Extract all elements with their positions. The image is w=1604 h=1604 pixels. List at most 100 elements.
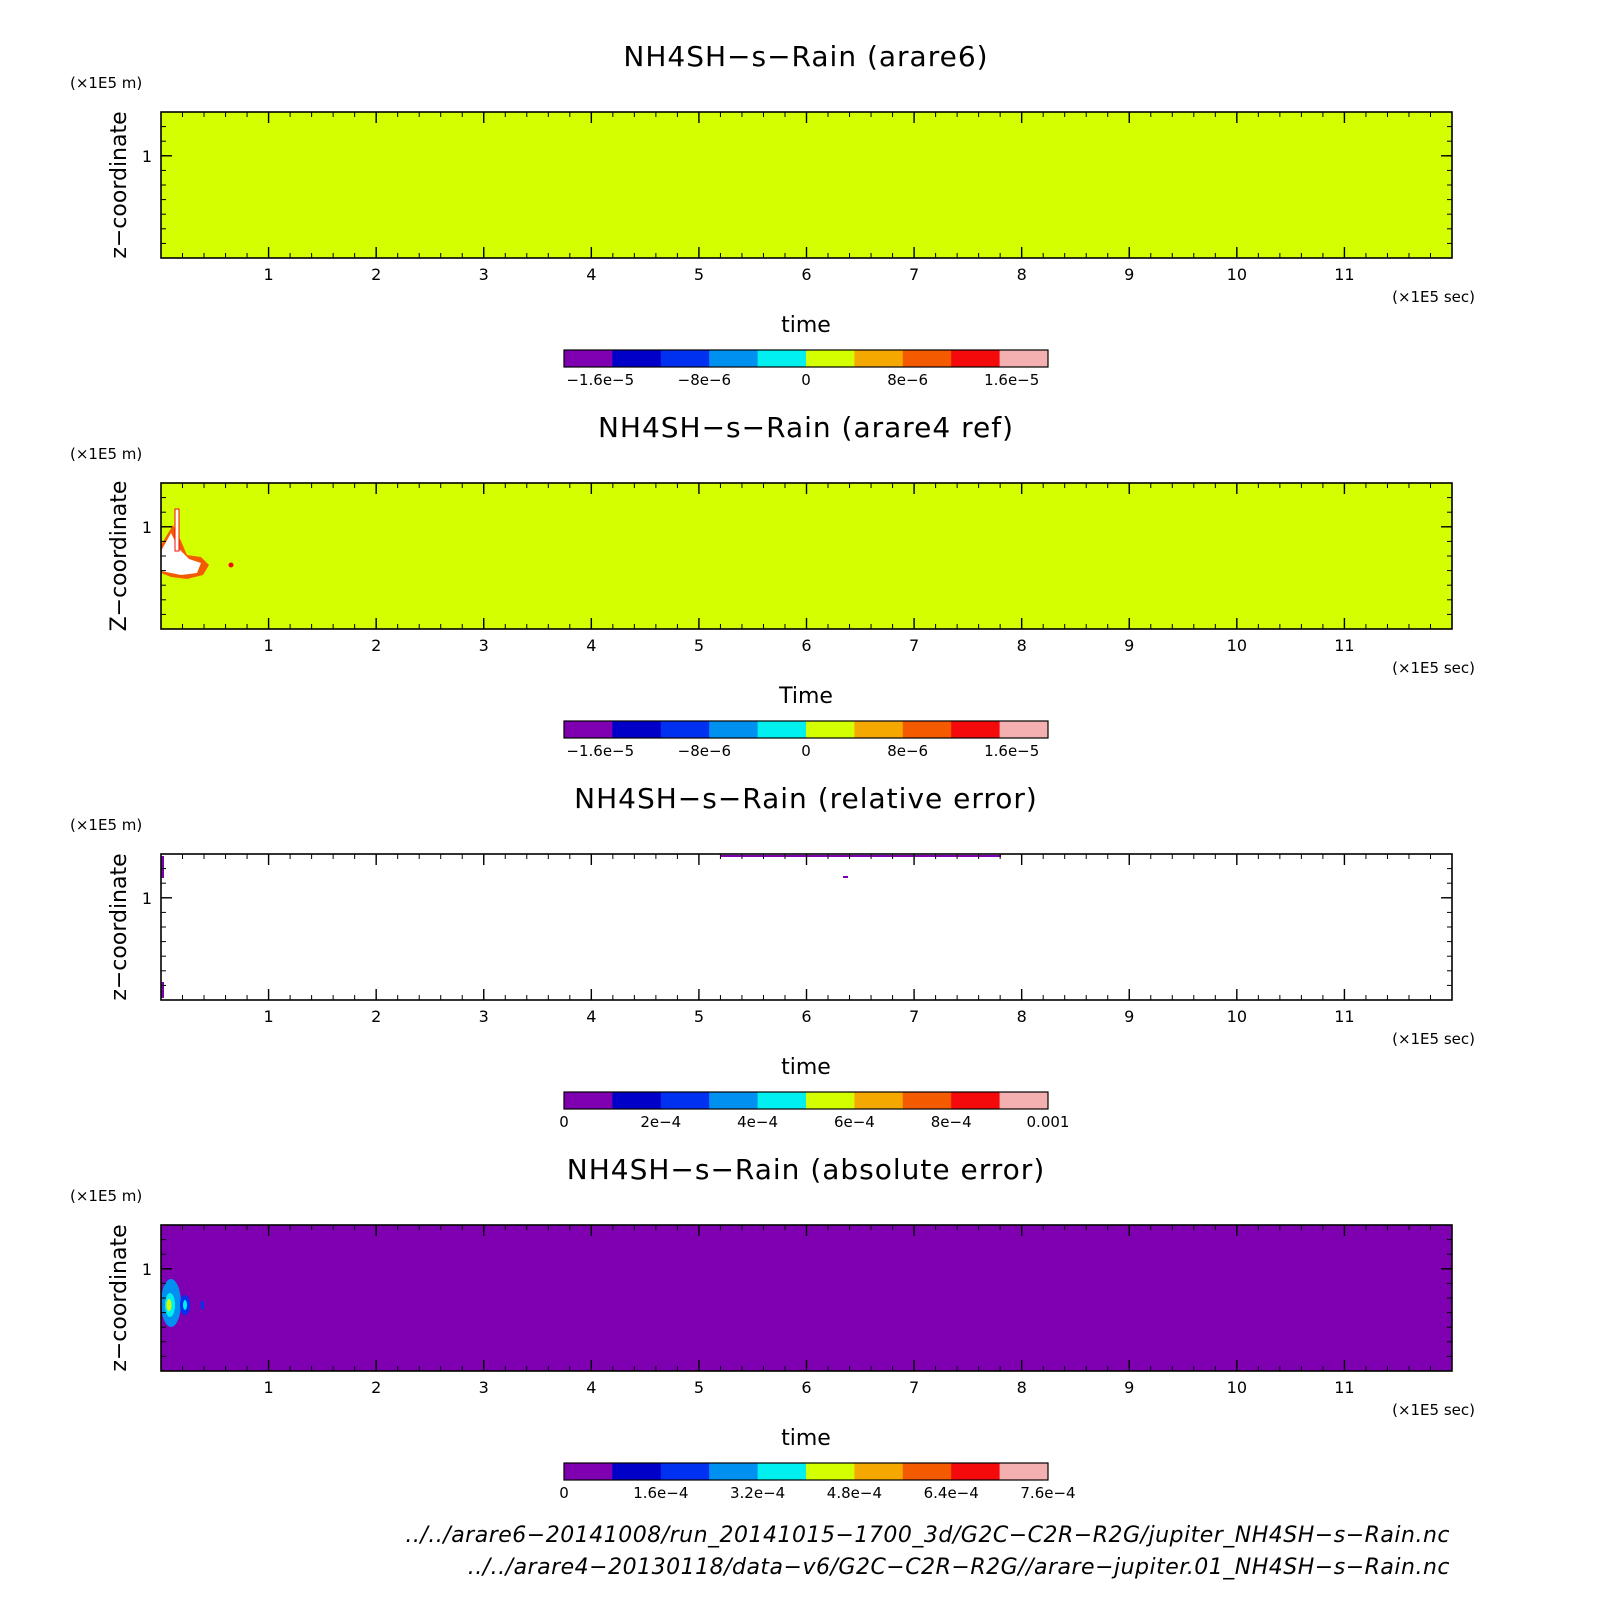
y-tick-label: 1 — [142, 1260, 152, 1279]
x-axis-label: Time — [778, 684, 833, 709]
panel-title: NH4SH−s−Rain (arare4 ref) — [598, 411, 1014, 444]
y-axis-label: z−coordinate — [107, 853, 132, 1000]
colorbar-swatch — [564, 1092, 613, 1109]
x-tick-label: 2 — [371, 1007, 381, 1026]
y-unit-label: (×1E5 m) — [70, 1187, 142, 1205]
colorbar-swatch — [854, 350, 904, 367]
x-tick-label: 1 — [263, 636, 273, 655]
colorbar-swatch — [854, 1092, 904, 1109]
panel-1: NH4SH−s−Rain (arare6)(×1E5 m)1 2 3 4 5 6 7 8 9 10… — [70, 40, 1475, 389]
colorbar-swatch — [902, 721, 952, 738]
x-tick-label: 9 — [1124, 1007, 1134, 1026]
colorbar-swatch — [999, 1092, 1049, 1109]
colorbar-label: 4.8e−4 — [827, 1484, 882, 1502]
colorbar-swatch — [660, 1092, 710, 1109]
colorbar-swatch — [660, 1463, 710, 1480]
colorbar-label: 0 — [801, 742, 811, 760]
colorbar-swatch — [660, 350, 710, 367]
colorbar-swatch — [757, 1092, 807, 1109]
colorbar-swatch — [951, 1463, 1001, 1480]
heatmap-field — [161, 112, 1452, 258]
colorbar-swatch — [709, 1092, 759, 1109]
colorbar-label: 0 — [801, 371, 811, 389]
y-axis-label: Z−coordinate — [107, 481, 132, 632]
colorbar-swatch — [854, 1463, 904, 1480]
heatmap-feature-error-traces — [161, 855, 1001, 998]
x-tick-label: 10 — [1227, 636, 1247, 655]
colorbar-swatch — [709, 350, 759, 367]
heatmap-contour-side-core — [183, 1300, 187, 1310]
x-tick-label: 2 — [371, 636, 381, 655]
x-tick-label: 6 — [801, 1378, 811, 1397]
colorbar-swatch — [612, 1463, 662, 1480]
y-unit-label: (×1E5 m) — [70, 74, 142, 92]
x-tick-label: 3 — [479, 636, 489, 655]
heatmap-trace-left-top — [161, 856, 164, 878]
y-axis-label: z−coordinate — [107, 1224, 132, 1371]
colorbar-label: −1.6e−5 — [566, 371, 634, 389]
colorbar-label: 1.6e−5 — [984, 371, 1039, 389]
colorbar-label: 7.6e−4 — [1020, 1484, 1075, 1502]
colorbar-swatch — [660, 721, 710, 738]
colorbar-frame — [563, 1462, 1049, 1481]
panel-title: NH4SH−s−Rain (relative error) — [574, 782, 1038, 815]
colorbar-label: 4e−4 — [737, 1113, 778, 1131]
x-tick-label: 9 — [1124, 265, 1134, 284]
y-tick-label: 1 — [142, 518, 152, 537]
colorbar-frame — [563, 720, 1049, 739]
colorbar-label: −1.6e−5 — [566, 742, 634, 760]
x-tick-label: 11 — [1334, 265, 1354, 284]
colorbar-swatch — [564, 350, 613, 367]
x-tick-label: 4 — [586, 1378, 596, 1397]
colorbar-label: 1.6e−5 — [984, 742, 1039, 760]
colorbar-swatch — [612, 350, 662, 367]
colorbar-label: 8e−6 — [887, 371, 928, 389]
footer-file-2: ../../arare4−20130118/data−v6/G2C−C2R−R2… — [467, 1555, 1450, 1580]
x-tick-label: 8 — [1017, 1378, 1027, 1397]
x-tick-label: 6 — [801, 1007, 811, 1026]
colorbar-frame — [563, 349, 1049, 368]
colorbar-swatch — [854, 721, 904, 738]
x-tick-label: 9 — [1124, 636, 1134, 655]
heatmap-spike — [174, 508, 180, 552]
colorbar-label: 0 — [559, 1113, 569, 1131]
colorbar-label: −8e−6 — [678, 742, 731, 760]
x-tick-label: 3 — [479, 265, 489, 284]
colorbar-swatch — [757, 721, 807, 738]
heatmap-field — [161, 854, 1452, 1000]
heatmap-feature-rain-region — [161, 508, 234, 579]
x-unit-label: (×1E5 sec) — [1392, 1401, 1475, 1419]
colorbar-label: −8e−6 — [678, 371, 731, 389]
colorbar-label: 6e−4 — [834, 1113, 875, 1131]
x-unit-label: (×1E5 sec) — [1392, 1030, 1475, 1048]
colorbar-swatch — [951, 1092, 1001, 1109]
y-unit-label: (×1E5 m) — [70, 816, 142, 834]
colorbar-swatch — [806, 1463, 855, 1480]
y-tick-label: 1 — [142, 147, 152, 166]
colorbar-swatch — [806, 721, 855, 738]
panel-title: NH4SH−s−Rain (absolute error) — [567, 1153, 1046, 1186]
colorbar: 0 1.6e−4 3.2e−4 4.8e−4 6.4e−4 7.6e−4 — [559, 1462, 1076, 1502]
x-tick-label: 6 — [801, 636, 811, 655]
colorbar: −1.6e−5 −8e−6 0 8e−6 1.6e−5 — [563, 349, 1049, 389]
x-tick-label: 11 — [1334, 636, 1354, 655]
heatmap-contour-undefined — [161, 533, 201, 575]
x-tick-label: 7 — [909, 1007, 919, 1026]
colorbar-swatch — [999, 350, 1049, 367]
colorbar-label: 0.001 — [1027, 1113, 1070, 1131]
colorbar-label: 6.4e−4 — [924, 1484, 979, 1502]
x-tick-label: 8 — [1017, 636, 1027, 655]
x-tick-label: 6 — [801, 265, 811, 284]
colorbar-swatch — [902, 1463, 952, 1480]
colorbar-swatch — [612, 721, 662, 738]
colorbar-label: 2e−4 — [640, 1113, 681, 1131]
colorbar-swatch — [902, 350, 952, 367]
panel-4: NH4SH−s−Rain (absolute error) (×1E5 m) 1 2 3… — [70, 1153, 1475, 1502]
colorbar-swatch — [564, 721, 613, 738]
x-tick-label: 1 — [263, 1007, 273, 1026]
heatmap-trace-top — [721, 855, 1001, 857]
x-tick-label: 5 — [694, 1007, 704, 1026]
x-tick-label: 5 — [694, 1378, 704, 1397]
x-tick-label: 10 — [1227, 1007, 1247, 1026]
x-tick-label: 7 — [909, 636, 919, 655]
